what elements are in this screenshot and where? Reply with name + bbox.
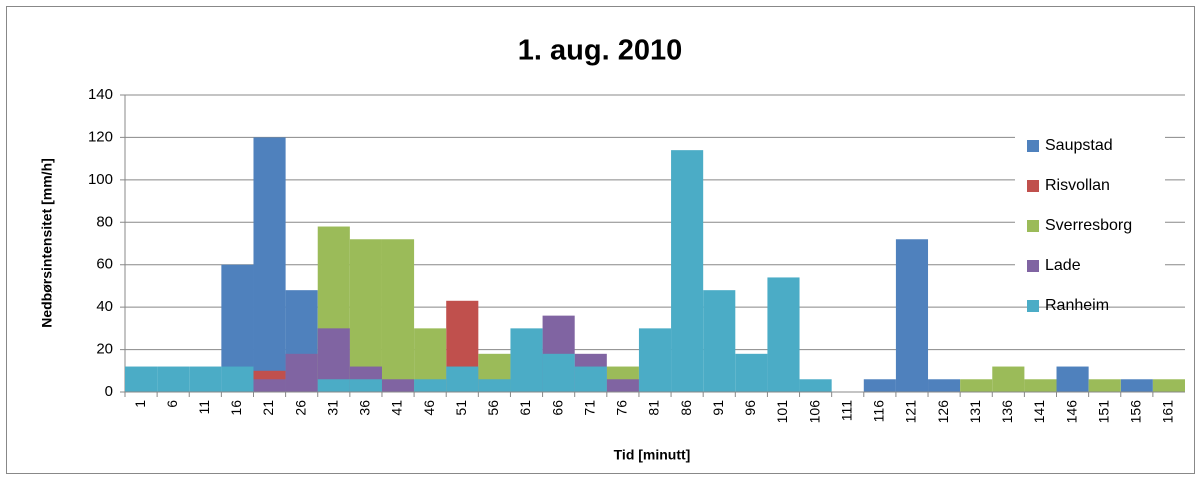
bar bbox=[1088, 379, 1121, 392]
bar bbox=[510, 328, 543, 392]
bar bbox=[381, 239, 415, 392]
y-tick-label: 140 bbox=[88, 86, 113, 103]
legend-label: Lade bbox=[1045, 257, 1081, 274]
x-tick-label: 86 bbox=[678, 400, 694, 416]
x-tick-label: 126 bbox=[935, 400, 951, 424]
bar bbox=[221, 366, 254, 392]
x-tick-label: 151 bbox=[1095, 400, 1111, 424]
bar bbox=[478, 379, 511, 392]
y-tick-label: 120 bbox=[88, 128, 113, 145]
x-tick-label: 66 bbox=[549, 400, 565, 416]
legend-swatch bbox=[1027, 300, 1039, 312]
bar bbox=[317, 379, 350, 392]
x-tick-label: 96 bbox=[742, 400, 758, 416]
legend-swatch bbox=[1027, 180, 1039, 192]
bar bbox=[606, 379, 639, 392]
bar bbox=[1152, 379, 1185, 392]
x-tick-label: 41 bbox=[389, 400, 405, 416]
x-tick-label: 31 bbox=[324, 400, 340, 416]
x-tick-label: 21 bbox=[260, 400, 276, 416]
x-tick-label: 6 bbox=[164, 400, 180, 408]
x-tick-label: 161 bbox=[1160, 400, 1176, 424]
bar bbox=[703, 290, 736, 392]
bar bbox=[349, 379, 382, 392]
bar bbox=[189, 366, 222, 392]
y-tick-label: 0 bbox=[105, 383, 113, 400]
x-tick-label: 141 bbox=[1031, 400, 1047, 424]
bar bbox=[253, 379, 286, 392]
bar bbox=[574, 366, 607, 392]
x-axis-label: Tid [minutt] bbox=[614, 447, 691, 463]
x-tick-label: 136 bbox=[999, 400, 1015, 424]
legend-label: Risvollan bbox=[1045, 177, 1110, 194]
x-tick-label: 156 bbox=[1128, 400, 1144, 424]
x-tick-label: 46 bbox=[421, 400, 437, 416]
bar bbox=[1024, 379, 1057, 392]
bar bbox=[992, 366, 1025, 392]
x-tick-label: 131 bbox=[967, 400, 983, 424]
bar bbox=[542, 353, 575, 392]
chart-border bbox=[6, 6, 1195, 474]
bar bbox=[799, 379, 832, 392]
y-tick-label: 40 bbox=[96, 298, 113, 315]
legend-label: Saupstad bbox=[1045, 137, 1113, 154]
bar bbox=[414, 379, 447, 392]
bar bbox=[638, 328, 672, 392]
bar bbox=[671, 150, 704, 392]
bar bbox=[285, 353, 318, 392]
x-tick-label: 91 bbox=[710, 400, 726, 416]
x-tick-label: 146 bbox=[1063, 400, 1079, 424]
y-tick-label: 80 bbox=[96, 213, 113, 230]
bar bbox=[1056, 366, 1089, 392]
bar bbox=[446, 366, 479, 392]
legend-swatch bbox=[1027, 260, 1039, 272]
legend-swatch bbox=[1027, 140, 1039, 152]
x-tick-label: 61 bbox=[517, 400, 533, 416]
bar bbox=[895, 239, 929, 392]
x-tick-label: 101 bbox=[774, 400, 790, 424]
bar bbox=[863, 379, 896, 392]
bar bbox=[157, 366, 190, 392]
y-tick-label: 60 bbox=[96, 256, 113, 273]
y-tick-label: 100 bbox=[88, 171, 113, 188]
legend-swatch bbox=[1027, 220, 1039, 232]
bar bbox=[381, 379, 415, 392]
bar bbox=[253, 137, 286, 392]
x-tick-label: 106 bbox=[806, 400, 822, 424]
x-tick-label: 36 bbox=[357, 400, 373, 416]
x-tick-label: 81 bbox=[646, 400, 662, 416]
bar bbox=[960, 379, 993, 392]
legend-label: Ranheim bbox=[1045, 297, 1109, 314]
bar bbox=[928, 379, 961, 392]
y-axis-label: Nedbørsintensitet [mm/h] bbox=[39, 158, 55, 328]
legend-box bbox=[1015, 122, 1165, 282]
x-tick-label: 1 bbox=[132, 400, 148, 408]
legend-label: Sverresborg bbox=[1045, 217, 1132, 234]
bar bbox=[125, 366, 158, 392]
x-tick-label: 116 bbox=[871, 400, 887, 423]
bar bbox=[735, 353, 768, 392]
x-tick-label: 76 bbox=[614, 400, 630, 416]
x-tick-label: 56 bbox=[485, 400, 501, 416]
x-tick-label: 26 bbox=[292, 400, 308, 416]
bar bbox=[1120, 379, 1153, 392]
bar bbox=[767, 277, 800, 392]
chart-title: 1. aug. 2010 bbox=[518, 35, 682, 67]
x-tick-label: 111 bbox=[838, 400, 854, 421]
x-tick-label: 71 bbox=[581, 400, 597, 416]
y-tick-label: 20 bbox=[96, 341, 113, 358]
x-tick-label: 121 bbox=[903, 400, 919, 424]
x-tick-label: 11 bbox=[196, 400, 212, 415]
x-tick-label: 51 bbox=[453, 400, 469, 416]
x-tick-label: 16 bbox=[228, 400, 244, 416]
